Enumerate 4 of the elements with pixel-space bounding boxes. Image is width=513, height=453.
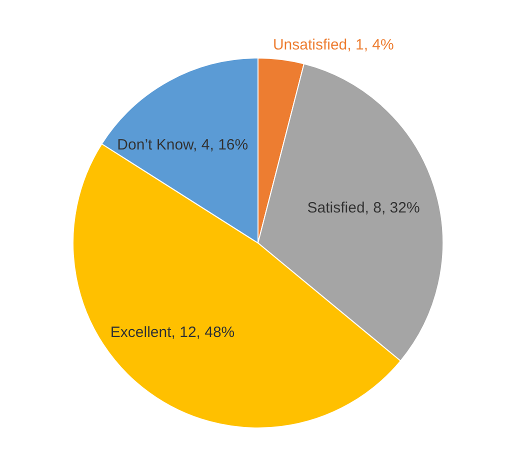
slice-label: Satisfied, 8, 32% bbox=[307, 200, 420, 217]
slice-label: Unsatisfied, 1, 4% bbox=[272, 36, 394, 54]
slice-label: Excellent, 12, 48% bbox=[110, 324, 235, 341]
slice-label: Don’t Know, 4, 16% bbox=[117, 136, 248, 154]
